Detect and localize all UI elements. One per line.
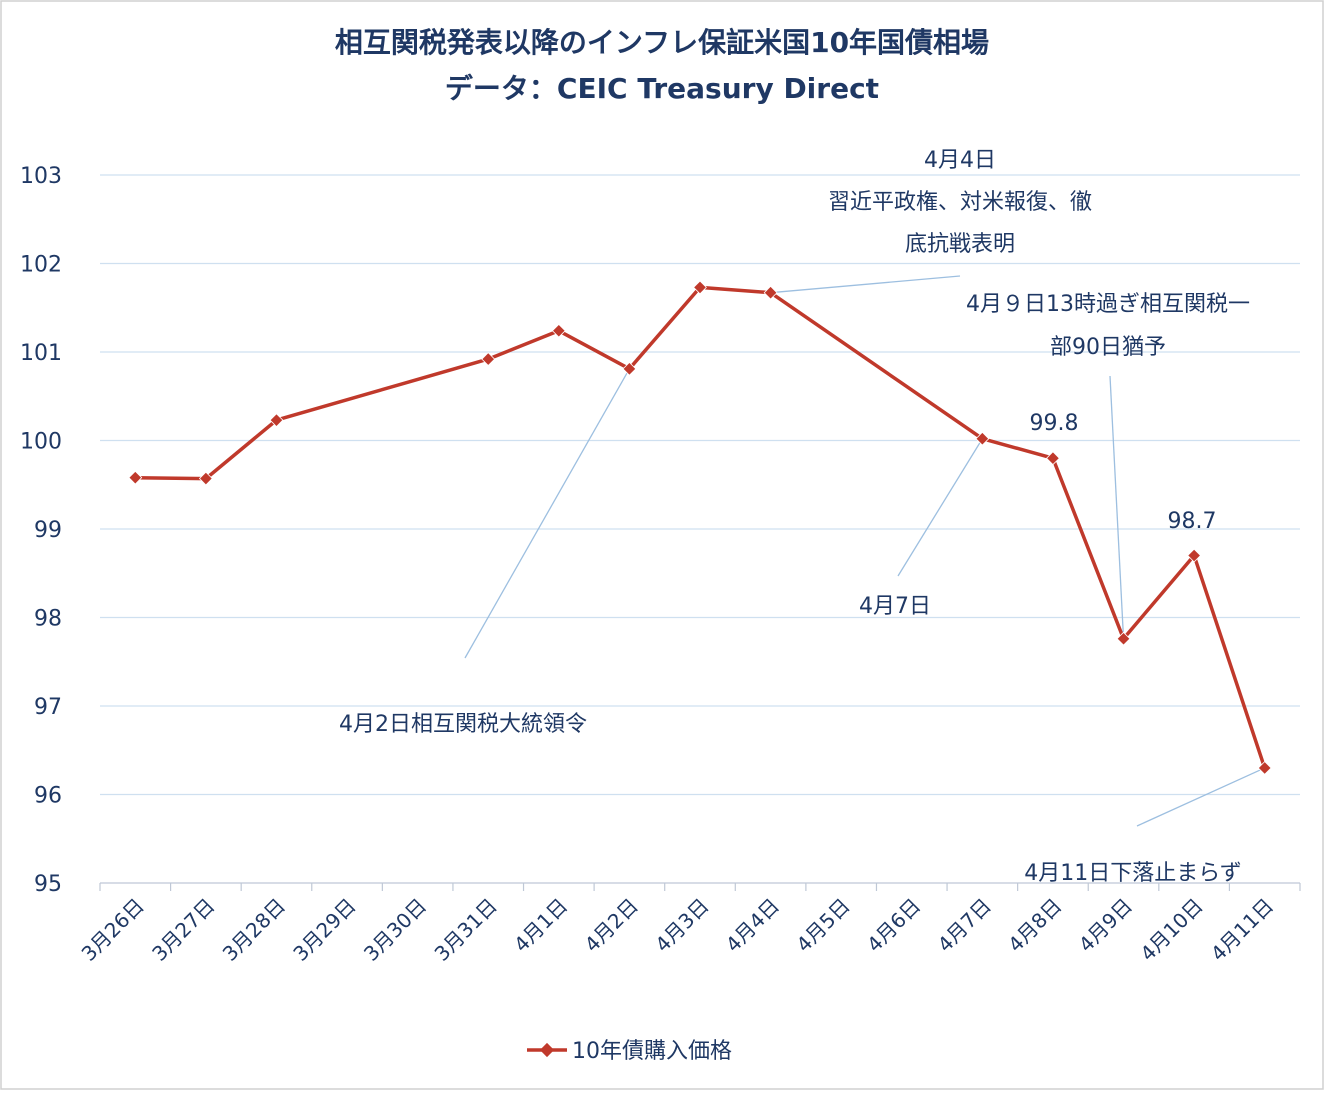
data-point-marker [198,471,213,486]
annotation-text: 4月7日 [859,594,931,619]
annotation-leader-line [1136,767,1265,827]
data-point-marker [763,285,778,300]
legend-label: 10年債購入価格 [572,1039,732,1064]
annotation-text: 4月９日13時過ぎ相互関税一 [966,292,1250,317]
annotation-leader-line [897,438,983,577]
data-label: 99.8 [1030,411,1079,436]
annotation-leader-line [464,368,630,659]
y-tick-label: 98 [34,607,62,632]
y-tick-label: 96 [34,784,62,809]
y-tick-label: 97 [34,695,62,720]
annotation-text: 底抗戦表明 [905,232,1015,257]
y-tick-label: 103 [20,164,62,189]
data-point-marker [1116,631,1131,646]
y-tick-label: 99 [34,518,62,543]
data-point-marker [1046,451,1060,466]
annotation-text: 4月11日下落止まらず [1024,861,1242,886]
series-line [128,280,1272,775]
data-point-marker [622,361,637,376]
data-point-marker [693,280,707,295]
annotation-leader-line [770,275,961,294]
y-tick-label: 95 [34,872,62,897]
annotation-text: 部90日猶予 [1050,335,1166,360]
annotation-leaders [464,275,1265,827]
data-point-marker [1257,761,1272,775]
annotation-text: 4月2日相互関税大統領令 [339,712,587,737]
chart-subtitle: データ：CEIC Treasury Direct [445,72,879,105]
data-point-marker [269,413,284,428]
chart-title: 相互関税発表以降のインフレ保証米国10年国債相場 [335,26,989,59]
data-point-marker [481,352,496,367]
gridlines [100,174,1300,884]
legend: 10年債購入価格 [527,1039,732,1064]
annotation-text: 4月4日 [924,148,996,173]
y-tick-label: 102 [20,253,62,278]
y-tick-label: 101 [20,341,62,366]
annotation-text: 習近平政権、対米報復、徹 [828,190,1092,215]
data-point-marker [1187,548,1202,563]
y-tick-label: 100 [20,430,62,455]
annotation-leader-line [1109,375,1125,639]
data-point-marker [975,431,990,446]
data-point-marker [128,470,143,485]
legend-marker-swatch [539,1042,555,1058]
y-axis: 95 96 97 98 99 100 101 102 103 [20,164,62,897]
data-point-marker [551,323,566,338]
data-label: 98.7 [1168,509,1217,534]
